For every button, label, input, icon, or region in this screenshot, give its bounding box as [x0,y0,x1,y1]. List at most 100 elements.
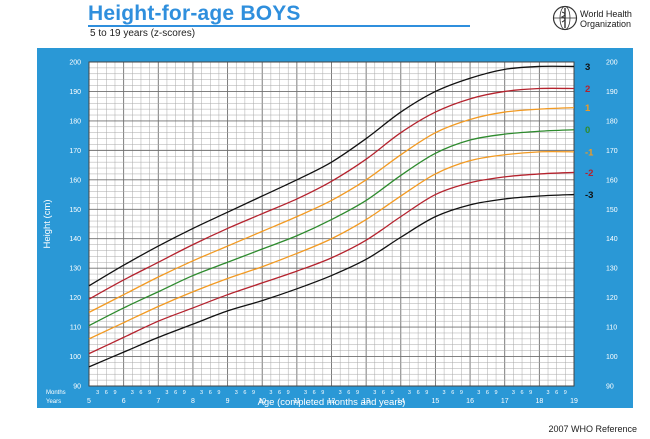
month-tick-label: 9 [252,390,255,396]
year-tick-label: 13 [362,398,370,405]
month-tick-label: 3 [131,390,134,396]
z-label-minus3: -3 [585,190,593,201]
year-tick-label: 18 [535,398,543,405]
z-curve-minus3 [88,193,575,368]
month-tick-label: 6 [486,390,489,396]
plot-border [88,61,575,387]
y-tick-label-left: 140 [69,236,81,243]
month-tick-label: 3 [304,390,307,396]
year-tick-label: 5 [87,398,91,405]
y-tick-label-left: 150 [69,207,81,214]
month-tick-label: 3 [96,390,99,396]
y-tick-label-right: 130 [606,266,618,273]
y-tick-label-right: 140 [606,236,618,243]
y-tick-label-left: 120 [69,295,81,302]
z-curve-2 [88,87,575,300]
z-label-0: 0 [585,125,590,136]
y-tick-label-right: 100 [606,354,618,361]
month-tick-label: 6 [105,390,108,396]
month-tick-label: 6 [521,390,524,396]
chart-area: 90 90 100 100 110 110 120 120 130 130 140 140 150 150… [0,47,650,419]
y-tick-label-left: 200 [69,60,81,67]
years-row-label: Years [46,399,61,405]
y-tick-label-left: 100 [69,354,81,361]
month-tick-label: 6 [347,390,350,396]
month-tick-label: 9 [564,390,567,396]
chart-title: Height-for-age BOYS [88,2,301,25]
month-tick-label: 9 [391,390,394,396]
month-tick-label: 9 [356,390,359,396]
y-tick-label-right: 190 [606,89,618,96]
year-tick-label: 19 [570,398,578,405]
month-tick-label: 6 [417,390,420,396]
title-underline [88,25,470,27]
month-tick-label: 6 [313,390,316,396]
y-tick-label-right: 90 [606,384,614,391]
z-curve-minus1 [88,150,575,340]
month-tick-label: 3 [339,390,342,396]
y-tick-label-right: 160 [606,177,618,184]
month-tick-label: 9 [460,390,463,396]
who-name-line2: Organization [580,19,632,29]
chart-subtitle: 5 to 19 years (z-scores) [90,28,196,39]
y-tick-label-right: 180 [606,118,618,125]
year-tick-label: 9 [226,398,230,405]
year-tick-label: 14 [397,398,405,405]
month-tick-label: 9 [148,390,151,396]
z-label-minus2: -2 [585,168,593,179]
z-label-3: 3 [585,62,590,73]
y-tick-label-left: 190 [69,89,81,96]
month-tick-label: 3 [546,390,549,396]
x-axis-title: Age (completed months and years) [258,397,406,408]
year-tick-label: 16 [466,398,474,405]
month-tick-label: 9 [321,390,324,396]
month-tick-label: 9 [287,390,290,396]
month-tick-label: 6 [278,390,281,396]
z-score-curves [88,65,575,368]
y-tick-label-left: 130 [69,266,81,273]
month-tick-label: 9 [495,390,498,396]
year-tick-label: 17 [501,398,509,405]
month-tick-label: 3 [165,390,168,396]
month-tick-label: 3 [200,390,203,396]
who-emblem-icon [552,5,578,31]
z-label-2: 2 [585,84,590,95]
month-tick-label: 9 [183,390,186,396]
month-tick-label: 3 [235,390,238,396]
y-tick-label-right: 110 [606,325,617,332]
year-tick-label: 7 [156,398,160,405]
reference-note: 2007 WHO Reference [548,424,637,434]
month-tick-label: 9 [113,390,116,396]
y-tick-label-left: 180 [69,118,81,125]
month-tick-label: 3 [373,390,376,396]
y-tick-label-right: 120 [606,295,618,302]
month-tick-label: 3 [408,390,411,396]
z-curve-3 [88,65,575,287]
year-tick-label: 12 [328,398,336,405]
who-name-line1: World Health [580,9,632,19]
month-tick-label: 6 [139,390,142,396]
y-tick-label-left: 170 [69,148,81,155]
y-tick-label-right: 150 [606,207,618,214]
month-tick-label: 9 [425,390,428,396]
z-curve-minus2 [88,171,575,355]
month-tick-label: 6 [555,390,558,396]
month-tick-label: 9 [529,390,532,396]
months-row-label: Months [46,390,66,396]
y-tick-label-left: 160 [69,177,81,184]
month-tick-label: 6 [174,390,177,396]
year-tick-label: 15 [432,398,440,405]
z-label-minus1: -1 [585,147,594,158]
month-tick-label: 3 [269,390,272,396]
month-tick-label: 6 [243,390,246,396]
month-tick-label: 6 [209,390,212,396]
month-tick-label: 3 [477,390,480,396]
year-tick-label: 8 [191,398,195,405]
z-curve-1 [88,107,575,313]
y-tick-label-left: 90 [73,384,81,391]
year-tick-label: 6 [122,398,126,405]
y-axis-title: Height (cm) [42,199,53,248]
y-tick-label-right: 200 [606,60,618,67]
who-logo: World Health Organization [552,5,647,35]
